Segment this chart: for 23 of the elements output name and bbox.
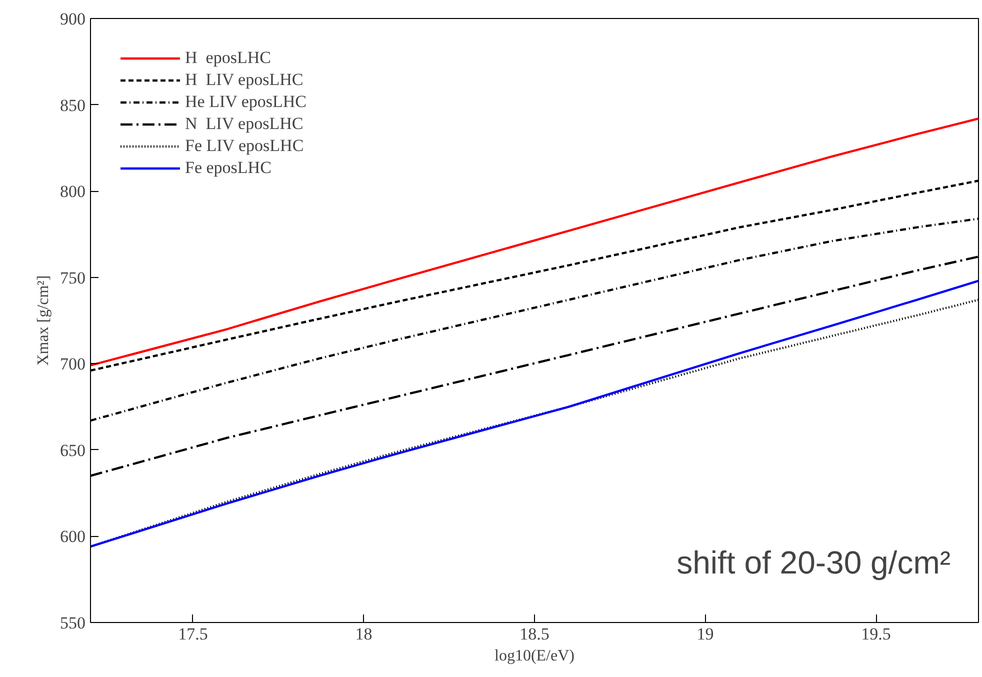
y-tick-label: 850	[60, 96, 86, 115]
y-tick-label: 800	[60, 182, 86, 202]
line-series	[90, 117, 978, 366]
legend-label: H eposLHC	[185, 48, 271, 68]
x-tick-label: 18	[355, 624, 372, 644]
y-tick-label: 750	[60, 268, 86, 288]
legend-label: He LIV eposLHC	[185, 92, 306, 112]
y-tick-label: 650	[60, 440, 86, 460]
legend-label: H LIV eposLHC	[185, 70, 304, 90]
y-axis-title: Xmax [g/cm²]	[35, 275, 52, 366]
annotation: shift of 20-30 g/cm²	[676, 544, 951, 580]
legend-label: Fe eposLHC	[185, 158, 272, 178]
y-tick-label: 550	[60, 614, 86, 632]
y-tick-label: 900	[60, 10, 86, 28]
legend-label: Fe LIV eposLHC	[185, 136, 304, 156]
x-tick-label: 18.5	[520, 624, 550, 644]
y-tick-label: 600	[60, 527, 86, 546]
x-tick-label: 19	[696, 624, 714, 644]
legend-label: N LIV eposLHC	[185, 114, 304, 134]
y-tick-label: 700	[60, 354, 86, 374]
x-axis-title: log10(E/eV)	[494, 648, 574, 664]
x-tick-label: 17.5	[178, 624, 208, 644]
x-tick-label: 19.5	[861, 624, 891, 644]
